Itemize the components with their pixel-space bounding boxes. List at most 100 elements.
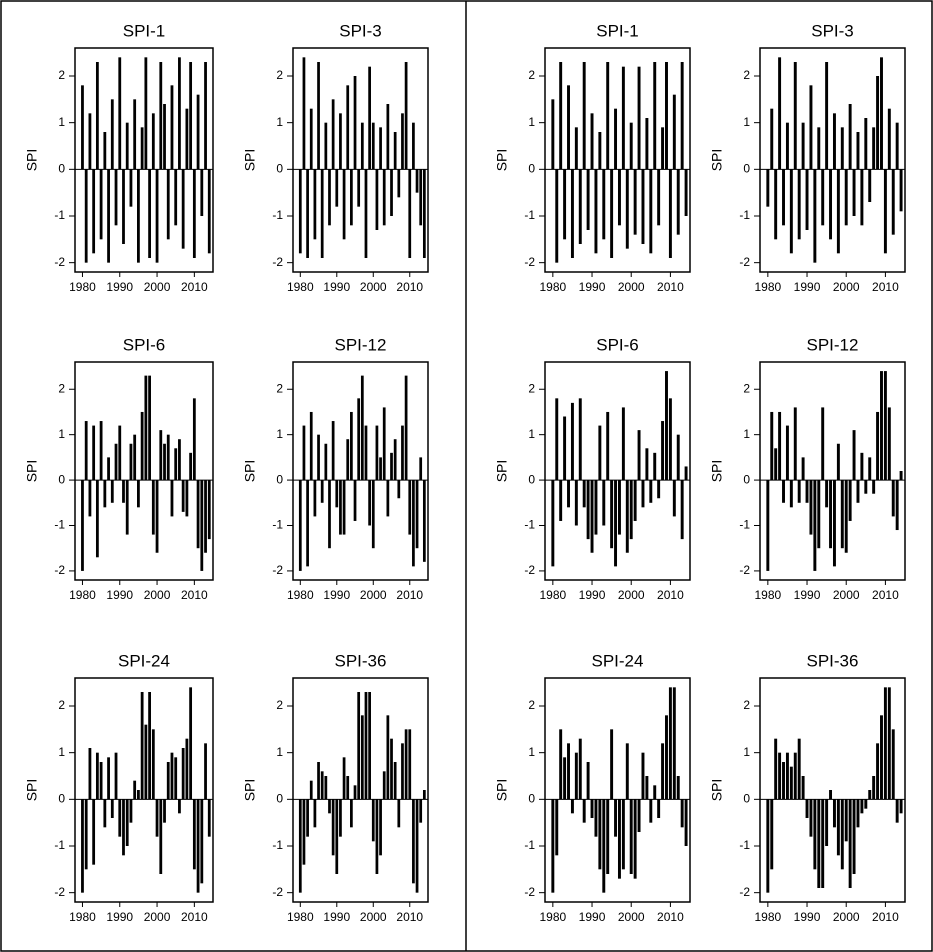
bar	[809, 480, 813, 535]
bar	[555, 169, 559, 263]
bar	[368, 692, 371, 800]
bar	[821, 799, 825, 888]
bar	[298, 799, 302, 893]
bar	[163, 104, 166, 170]
bar	[813, 480, 817, 571]
y-tick-label: 0	[743, 472, 750, 486]
bar	[422, 790, 426, 800]
bar	[813, 799, 817, 870]
bar	[602, 480, 606, 526]
bar	[567, 85, 570, 170]
bar	[88, 480, 92, 517]
x-tick-label: 2000	[144, 910, 171, 924]
y-axis-label: SPI	[709, 460, 725, 483]
bar	[404, 729, 408, 800]
bar	[140, 411, 144, 481]
bar	[832, 480, 836, 567]
y-tick-label: 2	[743, 698, 750, 712]
bar	[825, 62, 829, 170]
bar	[350, 799, 353, 828]
y-tick-label: 0	[528, 792, 535, 806]
bar	[852, 169, 856, 216]
bar	[309, 780, 313, 800]
x-tick-label: 1980	[287, 280, 314, 294]
plot-frame	[759, 677, 906, 903]
bar	[602, 169, 606, 240]
bar	[95, 480, 99, 558]
bar	[856, 480, 860, 503]
bar	[555, 398, 559, 481]
bar	[107, 457, 110, 481]
bar	[606, 799, 610, 874]
bar	[137, 790, 140, 800]
bar	[412, 480, 415, 567]
y-tick-label: -1	[524, 518, 535, 532]
bar	[181, 480, 185, 512]
y-tick-label: -1	[54, 838, 65, 852]
bar	[360, 375, 364, 481]
bar	[770, 799, 774, 870]
x-tick-label: 2010	[181, 910, 208, 924]
bar	[166, 762, 170, 800]
bar	[155, 480, 159, 553]
bar	[342, 480, 346, 535]
bar	[170, 752, 174, 800]
bar	[551, 99, 555, 170]
bar	[891, 729, 895, 800]
bar	[621, 799, 625, 870]
y-tick-label: 0	[276, 472, 283, 486]
bar	[196, 799, 200, 893]
x-tick-label: 2000	[618, 910, 645, 924]
bar	[118, 799, 122, 837]
bar	[317, 434, 320, 481]
bar	[114, 443, 118, 481]
bar	[84, 169, 88, 263]
bar	[397, 480, 401, 499]
bar	[657, 169, 661, 226]
bar	[181, 748, 185, 800]
bar	[401, 425, 404, 481]
bar	[84, 799, 88, 870]
bar	[133, 434, 137, 481]
bar	[832, 799, 836, 828]
bar	[868, 457, 872, 481]
bar	[375, 799, 379, 874]
y-axis-label: SPI	[494, 460, 510, 483]
bar	[350, 169, 353, 226]
bar	[633, 480, 637, 521]
bar	[408, 169, 412, 258]
bar	[92, 169, 96, 254]
bar	[586, 169, 590, 230]
bar	[174, 448, 178, 481]
bar	[118, 425, 122, 481]
bar	[84, 421, 88, 481]
x-tick-label: 2010	[872, 280, 899, 294]
bar	[148, 692, 151, 800]
bar	[610, 729, 614, 800]
bar	[368, 66, 371, 170]
bar	[793, 407, 797, 481]
bar	[129, 169, 133, 207]
bar	[614, 480, 618, 567]
y-tick-label: 1	[58, 427, 65, 441]
bar	[192, 799, 196, 870]
bar	[99, 421, 103, 481]
bar	[574, 127, 578, 170]
bar	[155, 169, 159, 263]
y-tick-label: -2	[54, 885, 65, 899]
bar	[797, 738, 801, 800]
panel-title: SPI-36	[335, 651, 387, 670]
y-tick-label: -2	[272, 563, 283, 577]
bar	[574, 752, 578, 800]
x-tick-label: 1990	[323, 910, 350, 924]
bar	[876, 76, 880, 170]
x-tick-label: 1980	[754, 588, 781, 602]
bar	[140, 127, 144, 170]
bar	[200, 169, 204, 216]
y-tick-label: 2	[276, 698, 283, 712]
y-tick-label: 2	[743, 68, 750, 82]
bar	[386, 480, 390, 517]
bar	[645, 776, 649, 800]
y-tick-label: 2	[58, 381, 65, 395]
bar	[324, 122, 328, 170]
